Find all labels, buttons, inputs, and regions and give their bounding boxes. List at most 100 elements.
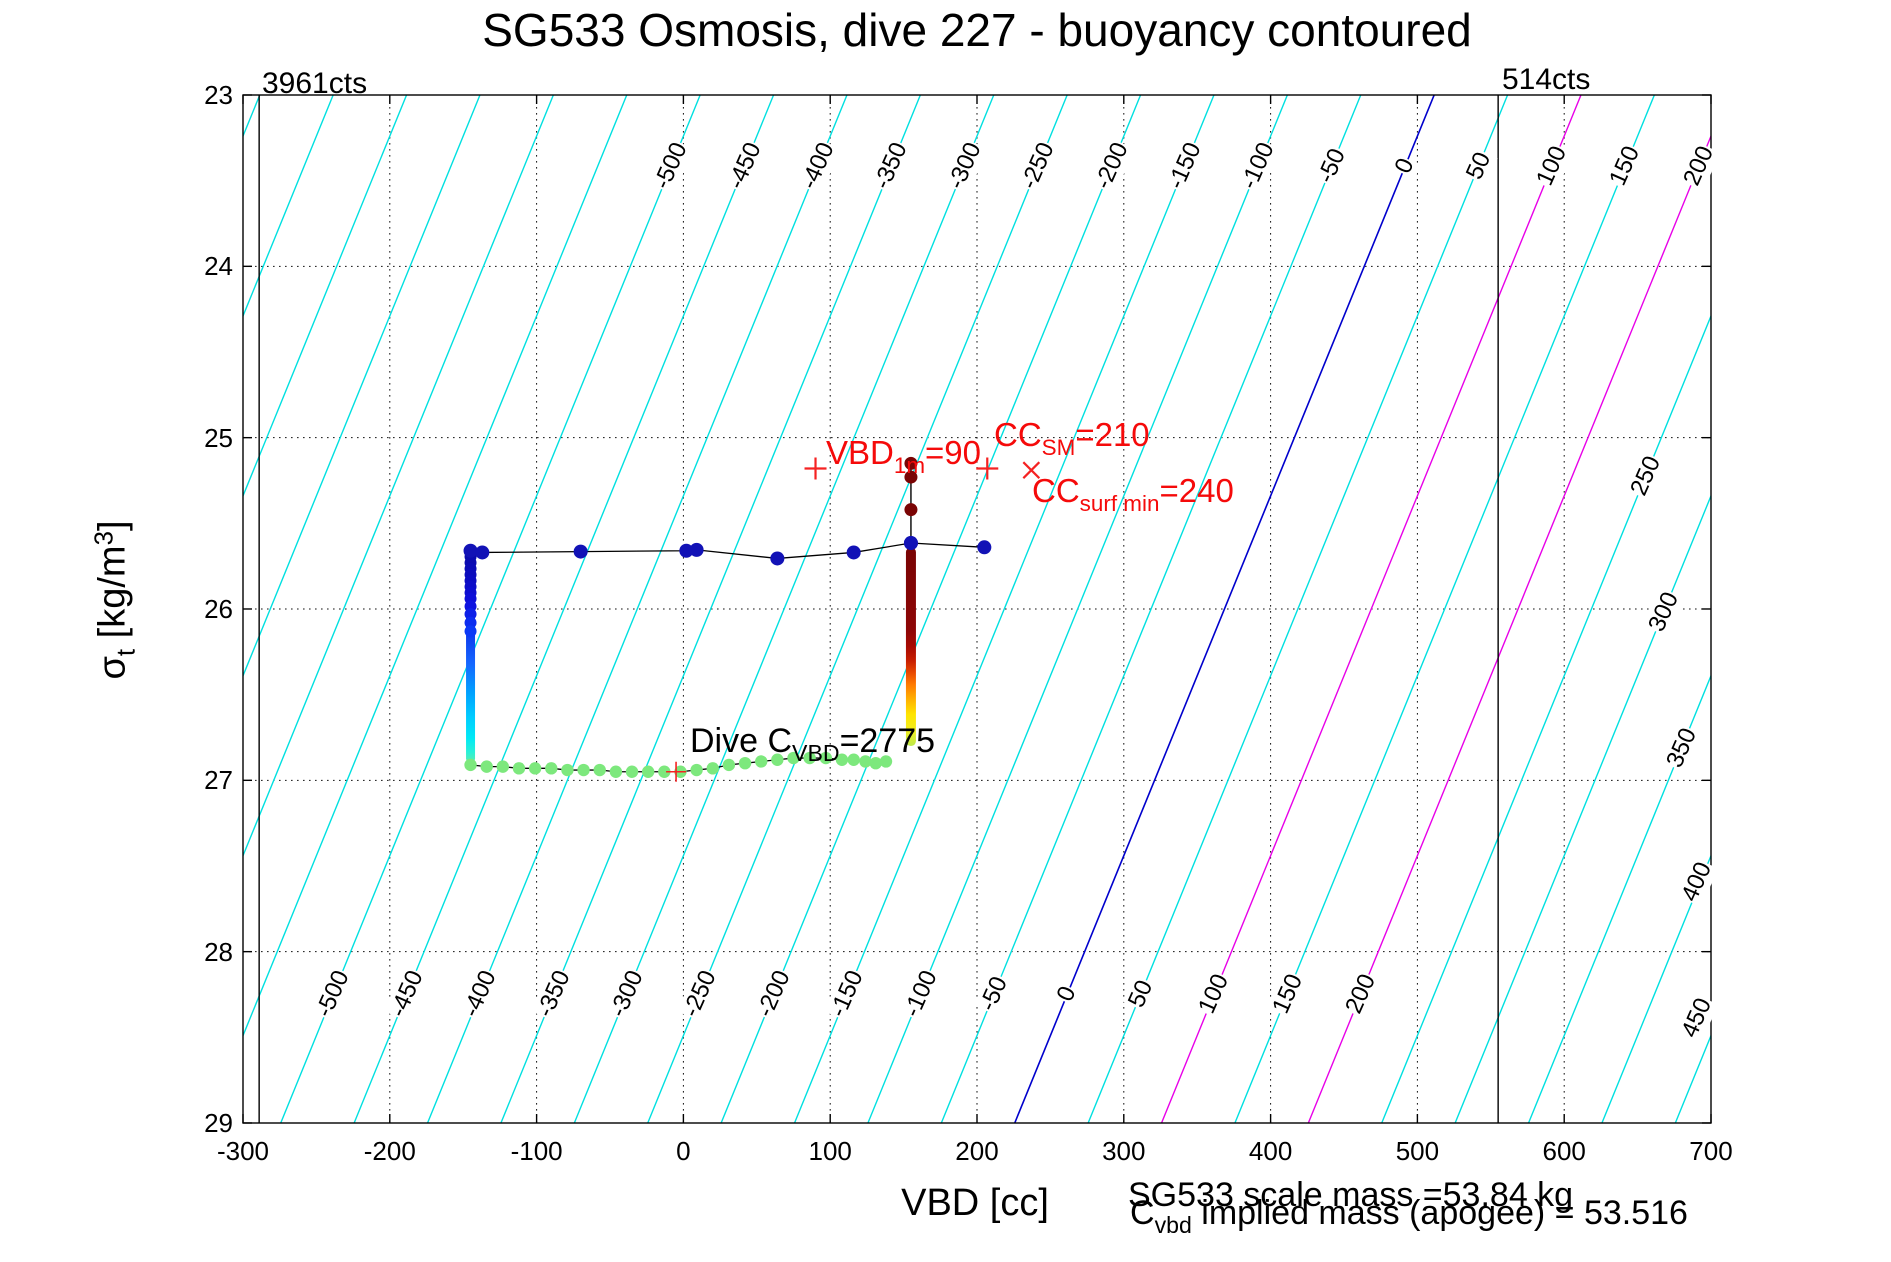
contour-line (793, 95, 1215, 1123)
apogee-dot (496, 760, 510, 773)
x-tick-label: 400 (1248, 1136, 1293, 1166)
apogee-dot (545, 762, 558, 775)
x-tick-label: 700 (1689, 1136, 1733, 1166)
surface-approach-dot (904, 503, 918, 517)
annotation-vbd1m-main: VBD (826, 434, 894, 471)
x-tick-label: 300 (1102, 1136, 1146, 1166)
counts-left-label: 3961cts (262, 67, 368, 100)
contour-line (867, 95, 1289, 1123)
contour-line (1307, 134, 1711, 1123)
surface-dot (846, 545, 861, 560)
contour-line (1601, 853, 1711, 1123)
contour-line (1527, 673, 1711, 1123)
surface-approach-dot (904, 456, 918, 470)
x-marker (1022, 461, 1041, 479)
contour-line (1822, 95, 1891, 1123)
contour-line (1234, 95, 1656, 1123)
x-tick-label: 500 (1395, 1136, 1440, 1166)
annotation-ccsurfmin: CCsurf min=240 (1032, 472, 1234, 515)
contour-line (280, 95, 701, 1123)
apogee-dot (771, 753, 784, 766)
y-tick-label: 29 (204, 1107, 233, 1138)
y-axis-label-close: ] (91, 520, 134, 532)
x-tick-label: 200 (955, 1136, 999, 1166)
contour-line (243, 95, 481, 678)
y-axis-label-units: [kg/m (91, 545, 134, 649)
x-tick-label: 600 (1542, 1136, 1586, 1166)
contour-line (243, 95, 555, 858)
apogee-dot (869, 756, 882, 770)
y-axis-label-sub: t (112, 648, 141, 657)
y-tick-label: 27 (204, 765, 233, 796)
surface-dot (770, 551, 785, 566)
annotation-dive-main: Dive C (690, 722, 793, 760)
x-tick-label: 100 (808, 1136, 852, 1166)
apogee-dot (625, 765, 639, 778)
x-tick-label: -300 (216, 1136, 270, 1166)
apogee-dot (480, 760, 493, 773)
apogee-dot (803, 751, 816, 765)
y-tick-label: 24 (204, 251, 233, 282)
annotation-ccsm-main: CC (994, 416, 1042, 453)
apogee-dot (819, 751, 832, 765)
y-axis-label: σt [kg/m3] (90, 520, 141, 679)
y-tick-label: 23 (204, 80, 233, 110)
apogee-dot (561, 763, 574, 777)
contour-line (940, 95, 1362, 1123)
contour-line (1087, 95, 1509, 1123)
annotation-vbd1m-sub: 1m (893, 452, 926, 478)
x-axis-label: VBD [cc] (901, 1182, 1049, 1224)
axes-box (242, 94, 1712, 1124)
surface-dot (689, 542, 704, 557)
annotation-ccsurf-value: =240 (1159, 472, 1234, 509)
surface-dot (977, 540, 992, 555)
apogee-dot (609, 765, 623, 778)
annotation-ccsurf-main: CC (1032, 472, 1080, 509)
contour-line (243, 95, 628, 1038)
contour-line (1381, 314, 1711, 1123)
descent-dot (464, 625, 477, 638)
apogee-dot (512, 762, 526, 775)
x-tick-label: 0 (676, 1136, 691, 1166)
contour-line (573, 95, 995, 1123)
counts-right-label: 514cts (1502, 63, 1591, 96)
cvbd-plus-marker (666, 761, 687, 782)
x-tick-label: -100 (510, 1136, 563, 1166)
ascent-column (905, 547, 916, 747)
apogee-dot (835, 753, 849, 766)
apogee-dot (722, 758, 736, 772)
contour-line (647, 95, 1068, 1123)
annotation-vbd1m: VBD1m=90 (826, 434, 982, 477)
descent-dot (464, 608, 477, 621)
apogee-dot (593, 763, 606, 777)
annotation-dive-sub: VBD (792, 740, 840, 767)
apogee-dot (464, 758, 477, 772)
descent-dot (464, 616, 477, 629)
surface-dot (573, 544, 588, 559)
annotation-ccsm: CCSM=210 (994, 416, 1150, 459)
implied-mass-sub: vbd (1154, 1212, 1192, 1239)
contour-line (426, 95, 848, 1123)
contour-line (353, 95, 775, 1123)
y-tick-label: 28 (204, 936, 233, 967)
contour-line (1013, 95, 1435, 1123)
crossing-dot (903, 536, 918, 551)
apogee-dot (690, 763, 703, 777)
surface-approach-dot (904, 470, 918, 484)
plus-marker (804, 457, 827, 480)
annotation-dive-value: =2775 (839, 722, 936, 760)
contour-line (243, 95, 408, 498)
surface-dot (679, 543, 694, 558)
annotation-dive-cvbd: Dive CVBD=2775 (690, 722, 936, 765)
annotation-ccsurf-sub: surf min (1079, 490, 1160, 516)
implied-mass-label: Cvbd implied mass (apogee) = 53.516 (1130, 1195, 1688, 1237)
page-title: SG533 Osmosis, dive 227 - buoyancy conto… (482, 4, 1472, 56)
annotation-vbd1m-value: =90 (925, 434, 982, 471)
apogee-dot (706, 762, 719, 775)
apogee-dot (847, 753, 860, 766)
y-axis-label-sup: 3 (90, 531, 119, 546)
contour-line (1749, 95, 1891, 1123)
annotation-ccsm-value: =210 (1075, 416, 1150, 453)
